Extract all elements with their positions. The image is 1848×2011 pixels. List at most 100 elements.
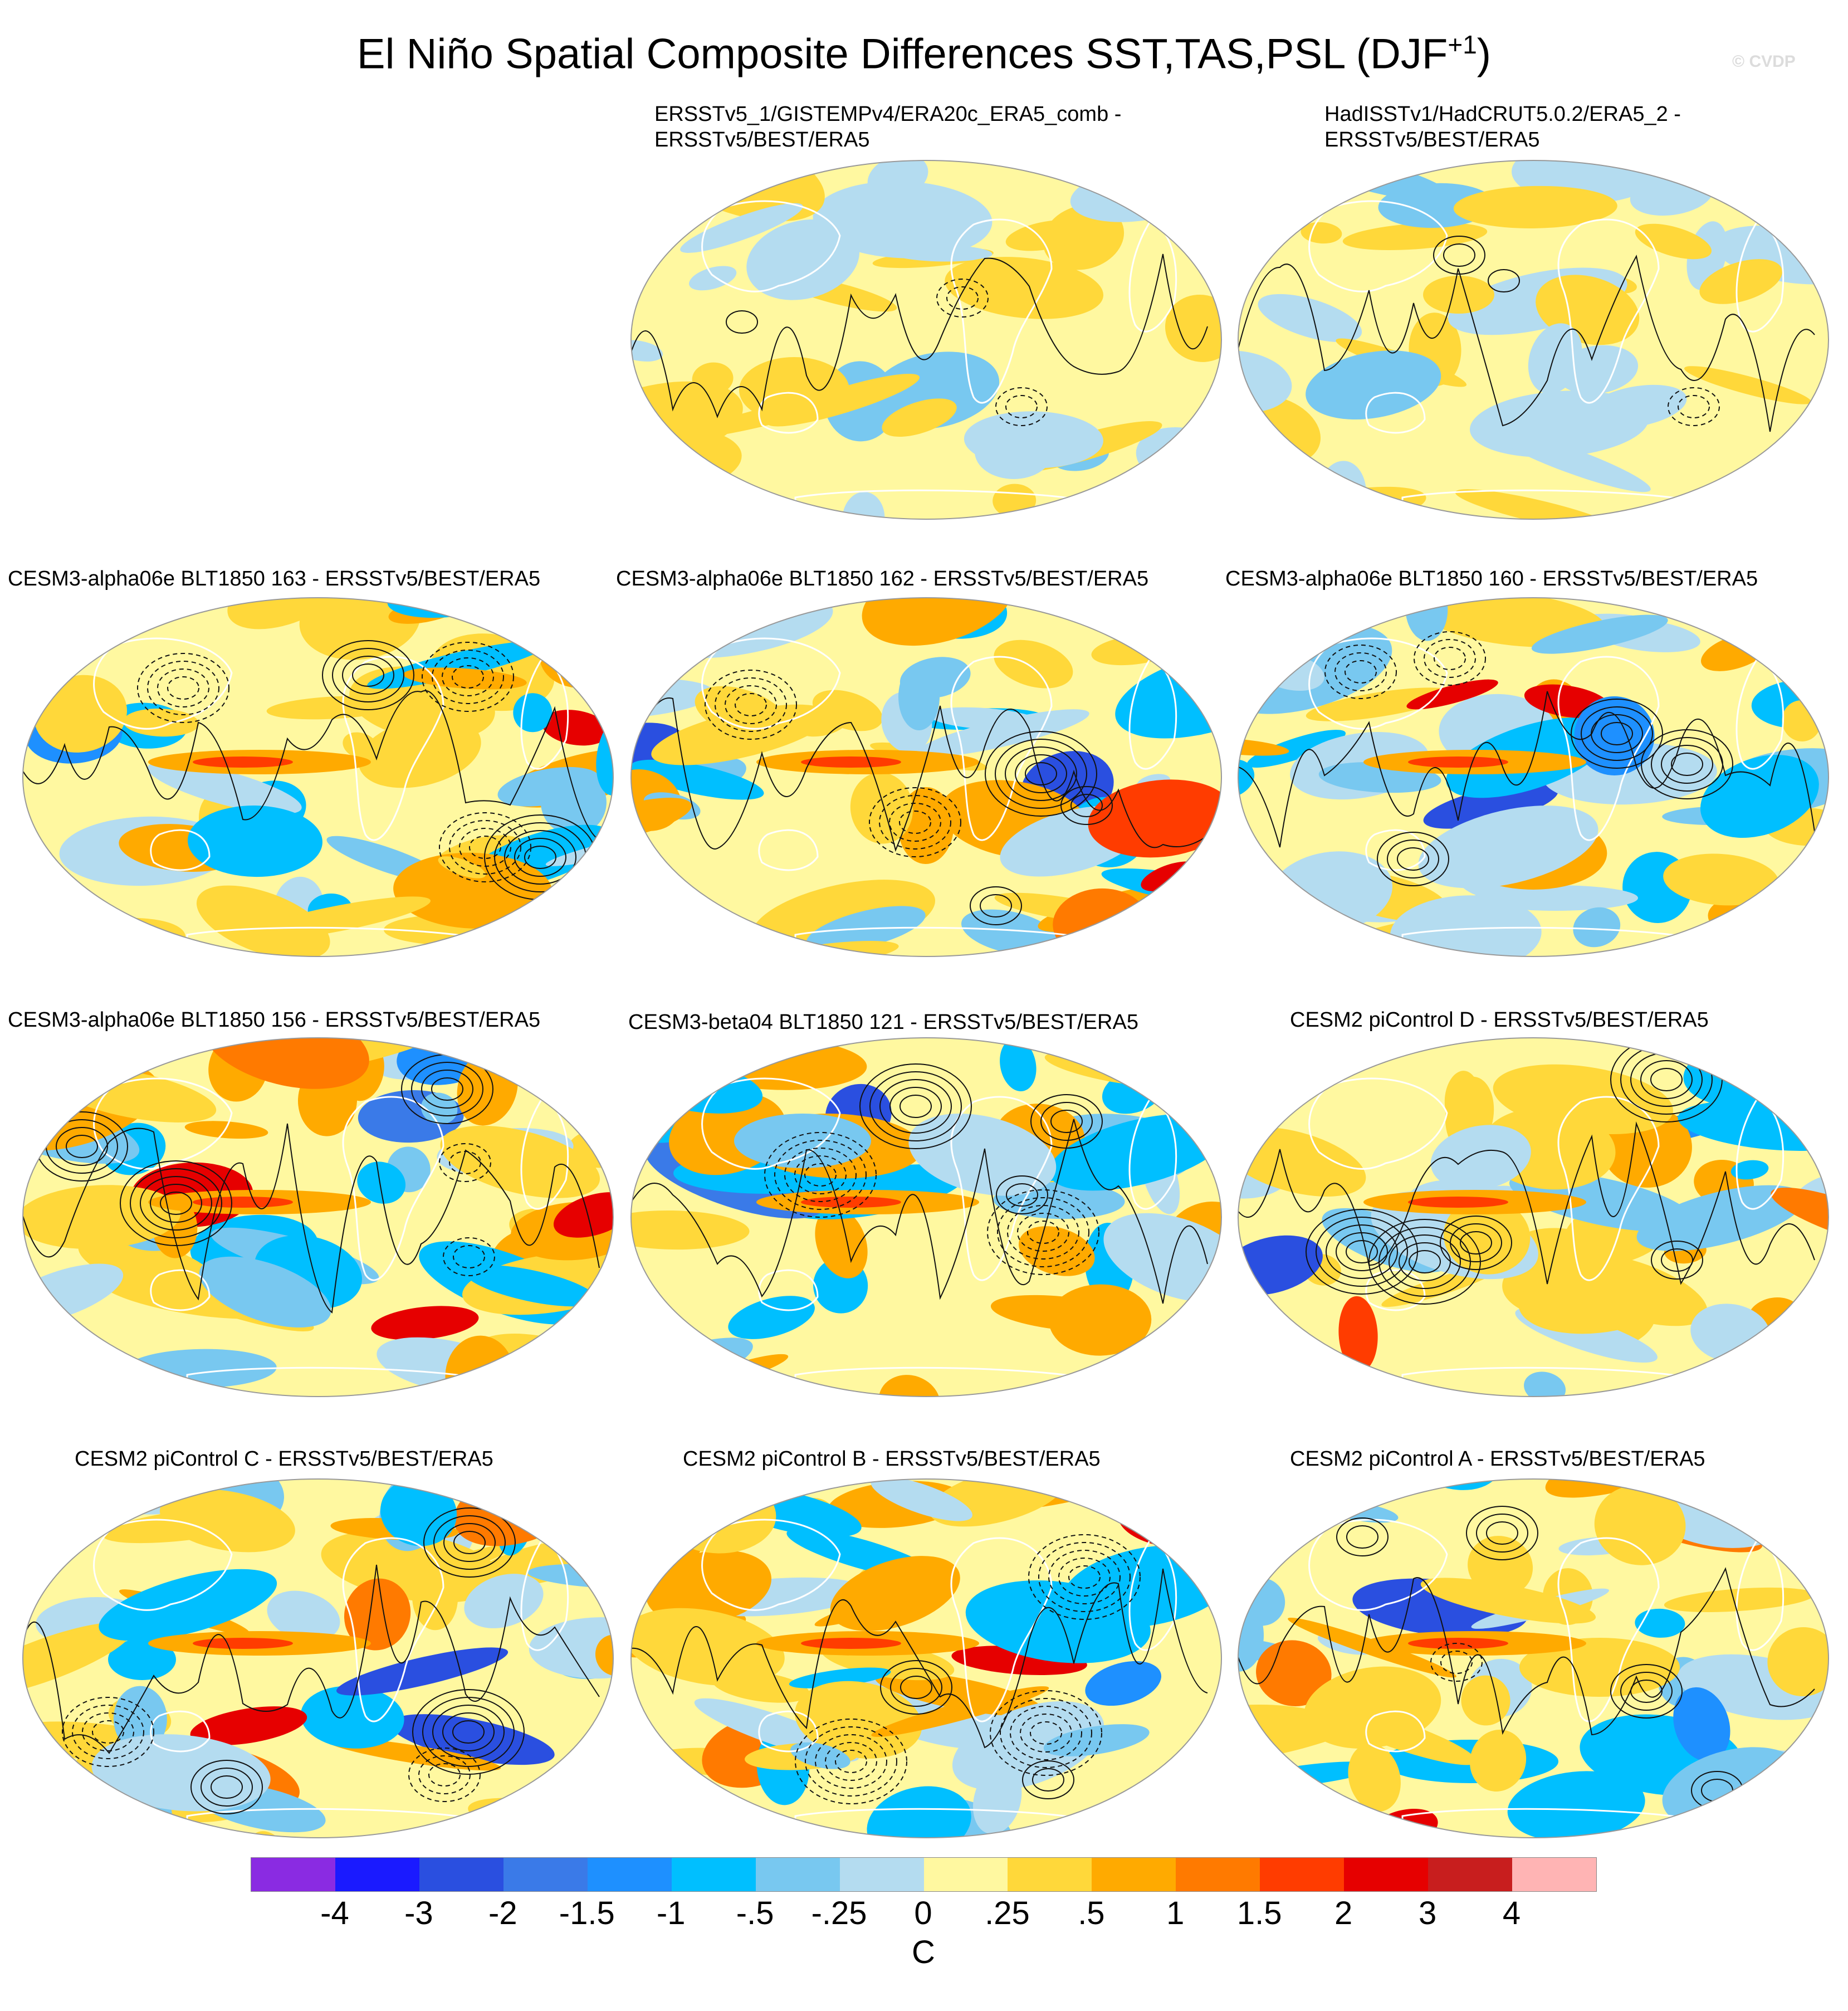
psl-contour <box>1238 1567 1815 1736</box>
colorbar-tick-label: -1 <box>656 1895 686 1931</box>
anomaly-region <box>1635 223 1712 260</box>
coastline <box>342 1096 444 1281</box>
anomaly-region <box>961 909 1058 955</box>
psl-contour <box>1466 1506 1538 1560</box>
psl-contour <box>1005 395 1038 418</box>
psl-contour <box>1015 754 1067 793</box>
psl-contour <box>995 387 1048 426</box>
colorbar-swatch <box>839 1858 924 1891</box>
anomaly-region <box>1000 1038 1037 1092</box>
map-border <box>1238 160 1829 520</box>
anomaly-region <box>1455 489 1619 519</box>
anomaly-region <box>1666 1833 1768 1838</box>
psl-contour <box>1434 647 1466 670</box>
psl-contour <box>1007 1205 1079 1260</box>
psl-contour <box>1058 1558 1111 1597</box>
anomaly-region <box>789 1667 891 1688</box>
anomaly-region <box>1531 614 1668 654</box>
colorbar-swatch <box>1260 1858 1345 1891</box>
colorbar-unit: C <box>912 1934 935 1970</box>
anomaly-region <box>633 1762 689 1781</box>
psl-contour <box>524 846 556 869</box>
panel-title-6: CESM3-alpha06e BLT1850 156 - ERSSTv5/BES… <box>8 1008 541 1032</box>
anomaly-region <box>1585 384 1687 428</box>
coastline <box>1308 200 1448 292</box>
anomaly-region <box>871 1479 972 1521</box>
psl-contour <box>1460 1231 1492 1255</box>
psl-contour <box>970 886 1022 925</box>
anomaly-region <box>767 374 920 427</box>
psl-contour <box>1017 1213 1069 1252</box>
coastline <box>93 637 233 730</box>
psl-contour <box>825 1742 877 1781</box>
psl-contour <box>1476 1514 1528 1553</box>
map-svg <box>22 1478 614 1838</box>
anomaly-region <box>344 1578 411 1651</box>
anomaly-region <box>1005 219 1088 251</box>
colorbar-tick-label: -4 <box>320 1895 349 1931</box>
anomaly-region <box>975 424 1053 479</box>
map-svg <box>630 1478 1222 1838</box>
psl-contour <box>1020 1714 1072 1753</box>
anomaly-region <box>1430 1125 1531 1190</box>
psl-contour <box>56 1127 108 1166</box>
anomaly-region <box>1518 1262 1674 1334</box>
coastline <box>701 637 841 730</box>
coastline <box>1735 1095 1785 1210</box>
anomaly-region <box>1281 1805 1354 1825</box>
coastline <box>1557 1537 1660 1722</box>
anomaly-region <box>637 950 793 956</box>
anomaly-region <box>1699 259 1783 304</box>
title-superscript: +1 <box>1448 30 1477 59</box>
anomaly-region <box>1470 1729 1527 1792</box>
psl-contour <box>504 830 576 885</box>
colorbar-swatch <box>923 1858 1008 1891</box>
psl-contour <box>147 661 219 715</box>
map-border <box>630 1478 1222 1838</box>
psl-contour <box>167 676 199 700</box>
psl-contour <box>418 1755 471 1794</box>
map-svg <box>1238 1037 1829 1397</box>
psl-contour <box>1238 1121 1815 1285</box>
colorbar-swatch <box>1428 1858 1513 1891</box>
coastline <box>1557 1096 1660 1281</box>
anomaly-region <box>390 1714 555 1765</box>
coastline <box>758 392 819 434</box>
anomaly-region <box>147 762 302 814</box>
anomaly-region <box>965 1580 1151 1663</box>
colorbar-tick-label: -1.5 <box>559 1895 615 1931</box>
coastline <box>150 829 211 871</box>
panel-title-10: CESM2 piControl B - ERSSTv5/BEST/ERA5 <box>683 1447 1101 1471</box>
psl-contour <box>1651 1241 1703 1280</box>
psl-contour <box>1060 786 1113 825</box>
anomaly-region <box>1408 1197 1508 1208</box>
coastline <box>520 1536 569 1651</box>
coastline <box>1735 655 1785 770</box>
psl-contour <box>946 286 979 310</box>
psl-contour <box>725 685 777 724</box>
psl-contour <box>726 310 758 334</box>
psl-contour <box>459 828 511 867</box>
psl-contour <box>452 1720 485 1744</box>
panel-title-9: CESM2 piControl C - ERSSTv5/BEST/ERA5 <box>75 1447 493 1471</box>
psl-contour <box>1678 395 1710 418</box>
anomaly-region <box>33 675 127 753</box>
psl-contour <box>453 1531 486 1554</box>
panel-title-line1: HadISSTv1/HadCRUT5.0.2/ERA5_2 - <box>1324 102 1681 126</box>
psl-contour <box>985 731 1097 817</box>
psl-contour <box>996 1175 1048 1214</box>
psl-contour <box>1399 1242 1451 1281</box>
psl-contour <box>1601 722 1633 745</box>
psl-contour <box>1641 729 1733 799</box>
anomaly-region <box>595 1634 613 1676</box>
psl-contour <box>322 640 414 710</box>
anomaly-region <box>1049 1284 1152 1356</box>
anomaly-region <box>193 1638 293 1649</box>
anomaly-region <box>1423 276 1494 314</box>
anomaly-region <box>1238 160 1373 184</box>
psl-contour <box>1050 1110 1083 1133</box>
anomaly-region <box>631 1608 785 1686</box>
psl-contour <box>889 1087 942 1126</box>
psl-contour <box>764 1132 877 1218</box>
colorbar-swatch <box>419 1858 503 1891</box>
